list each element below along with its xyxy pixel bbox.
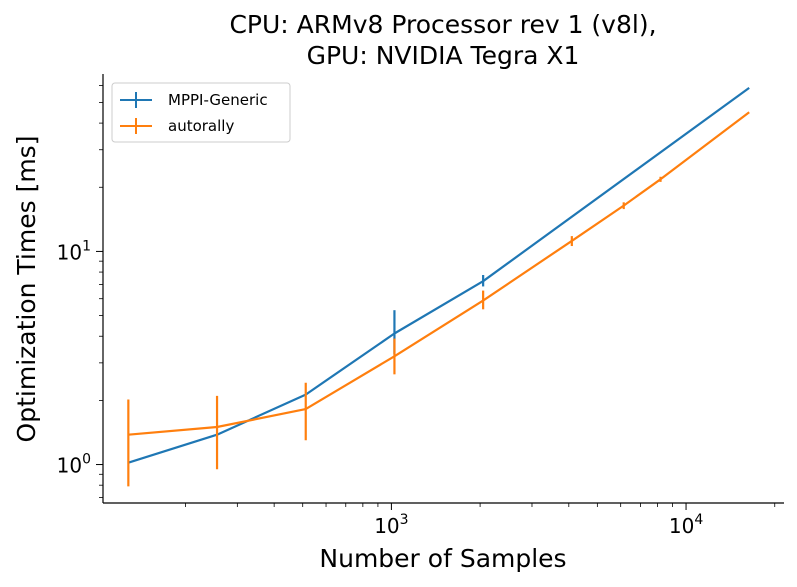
y-tick-label: 101 bbox=[57, 238, 91, 264]
legend-entry-mppi-generic: MPPI-Generic bbox=[120, 91, 268, 109]
legend-label-autorally: autorally bbox=[168, 117, 234, 135]
x-tick-label: 103 bbox=[374, 512, 408, 538]
series-autorally bbox=[127, 111, 750, 487]
y-axis-label: Optimization Times [ms] bbox=[12, 136, 41, 443]
x-tick-label: 104 bbox=[669, 512, 703, 538]
x-axis-label: Number of Samples bbox=[319, 544, 566, 573]
y-tick-label: 100 bbox=[57, 452, 91, 478]
line-mppi-generic bbox=[127, 87, 750, 464]
minor-ticks bbox=[99, 85, 776, 507]
series-layer bbox=[127, 87, 750, 487]
legend-label-mppi-generic: MPPI-Generic bbox=[168, 91, 268, 109]
legend-frame bbox=[111, 82, 291, 143]
legend-entry-autorally: autorally bbox=[120, 117, 234, 135]
series-mppi-generic bbox=[127, 87, 750, 464]
line-autorally bbox=[128, 111, 750, 436]
chart-title-line-2: GPU: NVIDIA Tegra X1 bbox=[307, 41, 580, 70]
chart-title-line-1: CPU: ARMv8 Processor rev 1 (v8l), bbox=[229, 10, 656, 39]
major-ticks: 103 104 100 101 bbox=[57, 238, 704, 538]
legend: MPPI-Generic autorally bbox=[111, 82, 291, 143]
